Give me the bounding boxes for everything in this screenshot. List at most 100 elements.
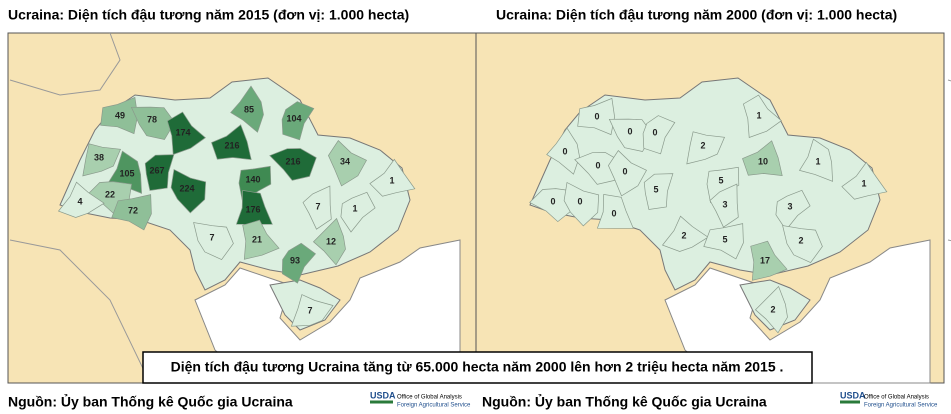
region [312, 217, 346, 266]
region-label: 5 [722, 234, 727, 244]
region [642, 115, 676, 155]
region [290, 294, 334, 327]
region [328, 140, 367, 187]
region [82, 143, 122, 177]
region-label: 85 [244, 104, 254, 114]
region [742, 140, 783, 177]
region-label: 104 [286, 113, 301, 123]
region-label: 1 [352, 203, 357, 213]
region-label: 78 [147, 114, 157, 124]
region-label: 0 [627, 126, 632, 136]
region-label: 0 [594, 111, 599, 121]
logo-line: Foreign Agricultural Service [864, 403, 938, 409]
region-label: 216 [224, 140, 239, 150]
region-label: 0 [622, 166, 627, 176]
map-title: Ucraina: Diện tích đậu tương năm 2000 (đ… [496, 7, 897, 23]
region-label: 176 [245, 204, 260, 214]
region-label: 174 [175, 127, 190, 137]
logo-line: Foreign Agricultural Service [397, 403, 471, 409]
region-label: 1 [815, 156, 820, 166]
region-label: 0 [562, 146, 567, 156]
region [269, 148, 317, 181]
region [100, 96, 138, 135]
region [703, 223, 744, 260]
source: Nguồn: Ủy ban Thống kê Quốc gia Ucraina [8, 393, 293, 410]
region-label: 3 [722, 199, 727, 209]
region [798, 138, 833, 182]
region [754, 285, 788, 334]
region [742, 94, 782, 138]
region [281, 242, 317, 284]
region [596, 193, 634, 229]
region-label: 49 [115, 110, 125, 120]
region [709, 183, 739, 228]
note-box [142, 351, 813, 384]
region [563, 181, 600, 227]
region-label: 17 [760, 255, 770, 265]
logo: USDA Office of Global Analysis Foreign A… [370, 390, 471, 409]
region-label: 10 [758, 156, 768, 166]
region-label: 216 [285, 156, 300, 166]
source: Nguồn: Ủy ban Thống kê Quốc gia Ucraina [482, 393, 767, 410]
region-label: 0 [611, 208, 616, 218]
region [369, 158, 416, 197]
region-label: 2 [681, 230, 686, 240]
region-label: 2 [798, 235, 803, 245]
region [546, 127, 580, 175]
region-label: 72 [128, 205, 138, 215]
region [230, 85, 264, 133]
region-label: 7 [209, 232, 214, 242]
logo: USDA Office of Global Analysis Foreign A… [840, 390, 938, 409]
region [193, 222, 234, 261]
region [608, 150, 647, 197]
region-label: 0 [550, 196, 555, 206]
logo-name: USDA [840, 390, 866, 400]
sea [664, 239, 931, 384]
region [144, 154, 175, 191]
region-label: 93 [290, 255, 300, 265]
border [9, 32, 121, 96]
region [340, 191, 376, 233]
region-label: 5 [718, 175, 723, 185]
region-label: 1 [756, 110, 761, 120]
region-label: 4 [77, 196, 82, 206]
region [577, 97, 615, 136]
region-label: 5 [653, 184, 658, 194]
region [661, 215, 709, 252]
region [57, 181, 105, 218]
region-label: 105 [119, 168, 134, 178]
region-label: 38 [94, 152, 104, 162]
region-label: 0 [652, 127, 657, 137]
region-label: 1 [861, 178, 866, 188]
region [281, 101, 315, 141]
region [782, 225, 823, 264]
region-label: 7 [315, 201, 320, 211]
region [242, 219, 280, 260]
region [686, 131, 726, 165]
region [170, 168, 207, 214]
region-label: 34 [340, 156, 350, 166]
region [166, 111, 206, 155]
region-label: 2 [700, 140, 705, 150]
region-label: 1 [389, 175, 394, 185]
region-label: 22 [105, 189, 115, 199]
region [775, 189, 811, 231]
region-label: 0 [595, 160, 600, 170]
region-label: 2 [770, 304, 775, 314]
region [750, 240, 788, 281]
region-label: 12 [326, 236, 336, 246]
region [643, 173, 674, 210]
region-label: 224 [179, 183, 194, 193]
region-label: 21 [252, 234, 262, 244]
map-title: Ucraina: Diện tích đậu tương năm 2015 (đ… [8, 7, 409, 23]
note: Diện tích đậu tương Ucraina tăng từ 65.0… [171, 359, 784, 375]
region [211, 124, 252, 161]
logo-line: Office of Global Analysis [397, 395, 462, 401]
region [841, 161, 888, 200]
logo-line: Office of Global Analysis [864, 395, 929, 401]
logo-name: USDA [370, 390, 396, 400]
region-label: 267 [149, 165, 164, 175]
